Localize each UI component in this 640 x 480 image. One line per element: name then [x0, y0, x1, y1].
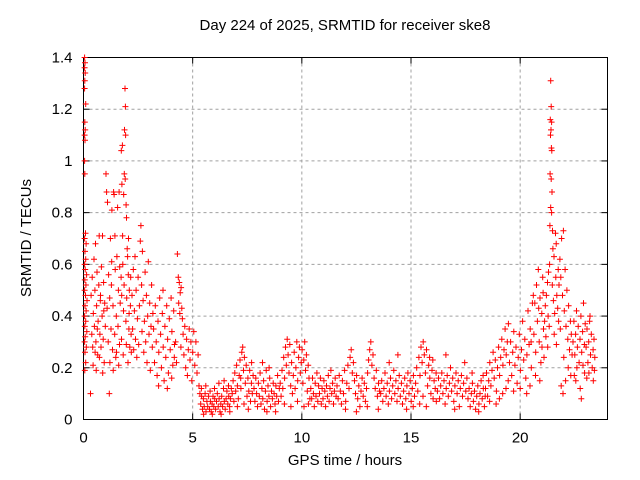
y-tick-label: 0.2 [52, 360, 73, 377]
x-tick-label: 0 [79, 430, 87, 447]
x-axis-label: GPS time / hours [288, 452, 402, 469]
y-tick-label: 0.8 [52, 205, 73, 222]
x-tick-label: 5 [188, 430, 196, 447]
tick-labels: 0 5 10 15 20 0 0.2 0.4 0.6 0.8 1 1.2 1.4 [52, 50, 529, 447]
chart-title: Day 224 of 2025, SRMTID for receiver ske… [200, 17, 491, 34]
y-tick-label: 0 [64, 412, 72, 429]
y-axis-label: SRMTID / TECUs [18, 179, 35, 297]
x-tick-label: 15 [403, 430, 420, 447]
y-tick-label: 1 [64, 153, 72, 170]
x-tick-label: 20 [512, 430, 529, 447]
y-tick-label: 1.4 [52, 50, 73, 67]
y-tick-label: 0.6 [52, 256, 73, 273]
scatter-points [81, 54, 598, 418]
y-tick-label: 0.4 [52, 308, 73, 325]
x-tick-label: 10 [293, 430, 310, 447]
gridlines [83, 57, 608, 420]
y-tick-label: 1.2 [52, 101, 73, 118]
